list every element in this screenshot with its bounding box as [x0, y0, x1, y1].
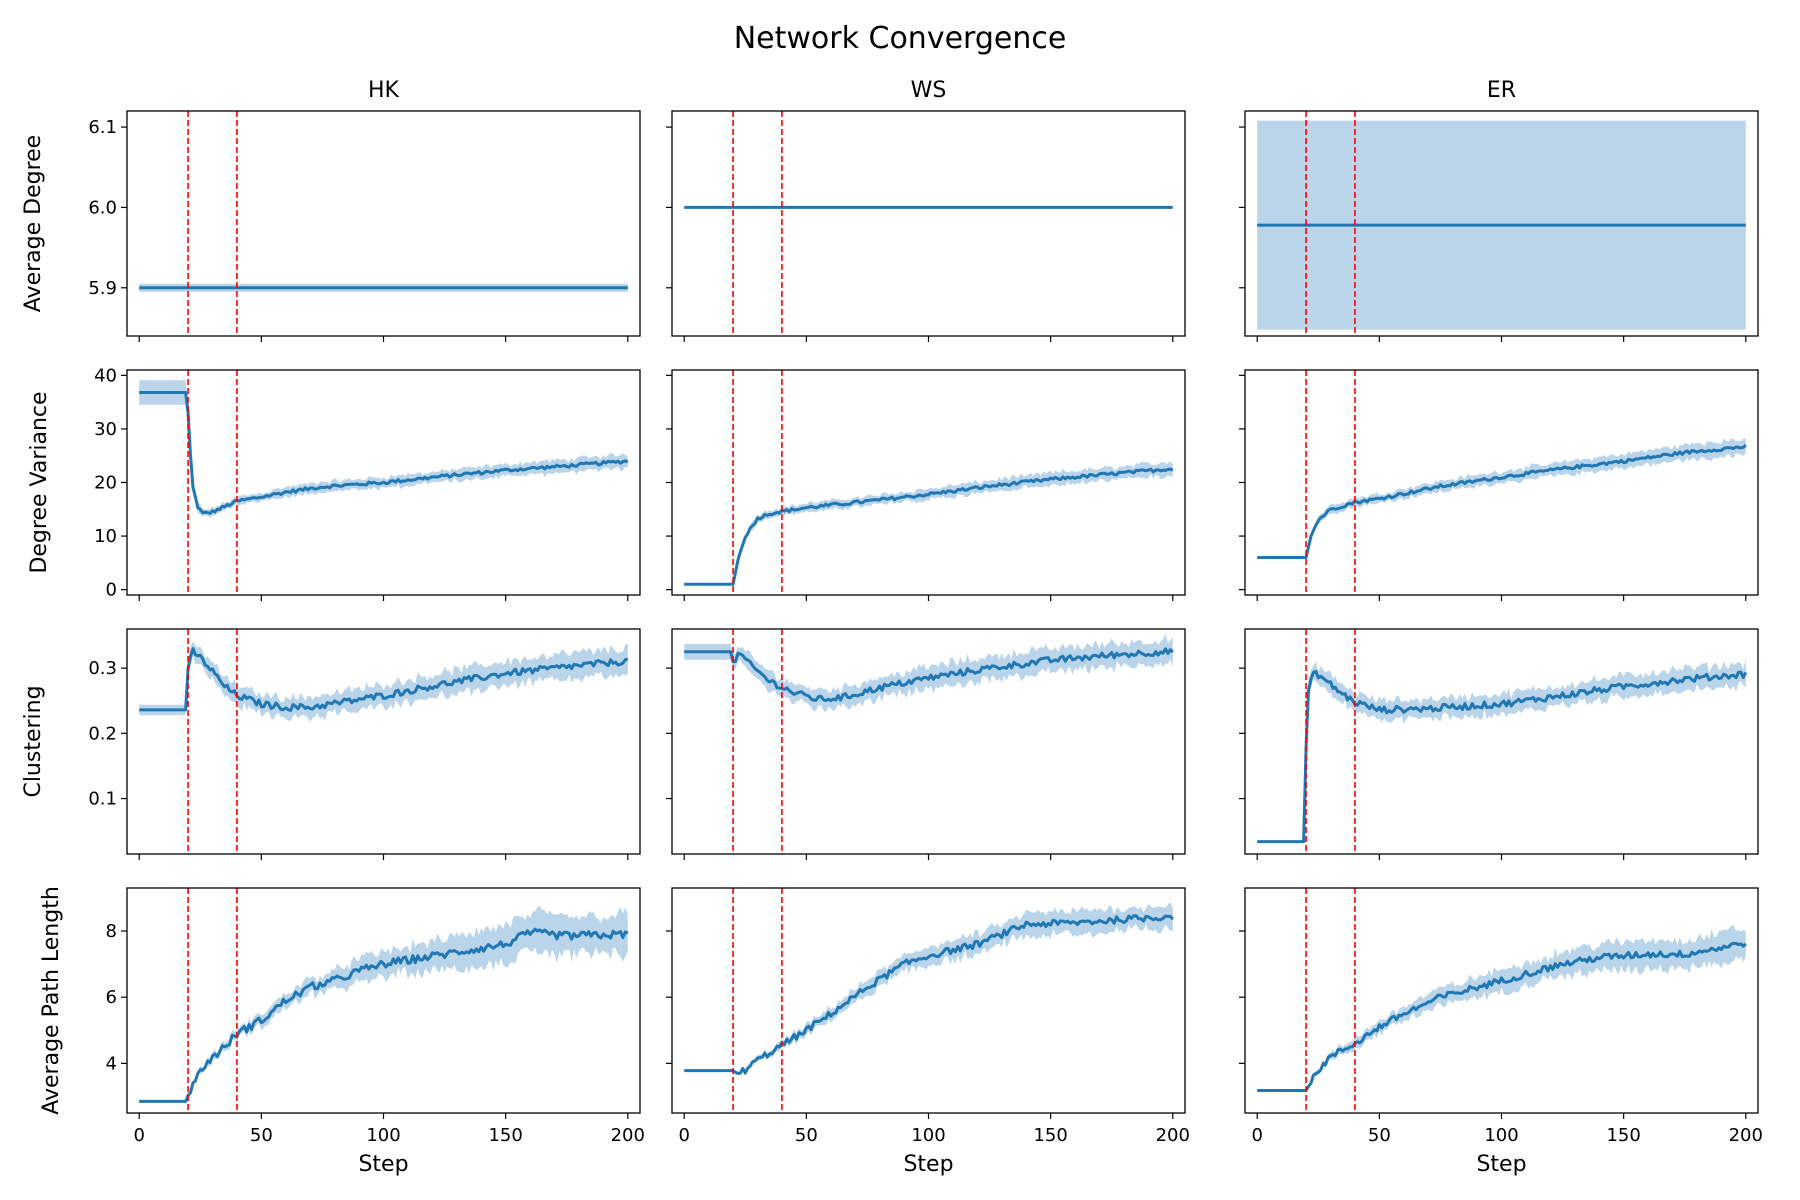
line-ws-clustering	[684, 647, 1174, 703]
panel-er-average-degree	[1239, 110, 1759, 342]
xlabel-hk: Step	[358, 1152, 408, 1177]
line-er-average-path-length	[1257, 941, 1747, 1092]
band-hk-clustering	[139, 641, 628, 722]
column-title-hk: HK	[368, 78, 400, 103]
xtick-label-er-average-path-length-2: 100	[1484, 1125, 1518, 1146]
line-hk-degree-variance	[139, 391, 629, 515]
frame-er-average-path-length	[1244, 887, 1759, 1114]
band-er-clustering	[1257, 658, 1746, 843]
line-hk-average-path-length	[139, 927, 629, 1103]
panel-ws-degree-variance	[666, 369, 1186, 601]
column-title-er: ER	[1487, 78, 1516, 103]
column-title-ws: WS	[911, 78, 947, 103]
panel-ws-clustering	[666, 628, 1186, 860]
panel-er-clustering	[1239, 628, 1759, 860]
ytick-label-hk-degree-variance-0: 0	[106, 580, 117, 601]
ytick-label-hk-clustering-0: 0.1	[88, 789, 117, 810]
ytick-label-hk-average-degree-0: 5.9	[88, 278, 117, 299]
xtick-label-hk-average-path-length-1: 50	[250, 1125, 273, 1146]
ylabel-degree-variance: Degree Variance	[27, 391, 52, 573]
panel-ws-average-path-length: 0 50 100 150 200	[666, 887, 1190, 1146]
frame-ws-degree-variance	[671, 369, 1186, 596]
line-hk-clustering	[139, 647, 629, 712]
xtick-label-ws-average-path-length-0: 0	[678, 1125, 689, 1146]
axis-labels: HK WS ER Average Degree Degree Variance Clust…	[21, 78, 1527, 1177]
xtick-label-hk-average-path-length-0: 0	[133, 1125, 144, 1146]
xtick-label-ws-average-path-length-3: 150	[1033, 1125, 1067, 1146]
xtick-label-ws-average-path-length-2: 100	[911, 1125, 945, 1146]
xtick-label-er-average-path-length-3: 150	[1606, 1125, 1640, 1146]
ytick-label-hk-average-path-length-1: 6	[106, 987, 117, 1008]
xlabel-ws: Step	[903, 1152, 953, 1177]
ytick-label-hk-clustering-2: 0.3	[88, 658, 117, 679]
panel-hk-clustering: 0.1 0.2 0.3	[88, 628, 641, 860]
xtick-label-hk-average-path-length-2: 100	[366, 1125, 400, 1146]
xtick-label-hk-average-path-length-4: 200	[611, 1125, 645, 1146]
panel-er-average-path-length: 0 50 100 150 200	[1239, 887, 1763, 1146]
xtick-label-hk-average-path-length-3: 150	[488, 1125, 522, 1146]
panel-hk-average-path-length: 4 6 8 0 50 100 150 200	[106, 887, 645, 1146]
line-ws-average-path-length	[684, 914, 1174, 1075]
ytick-label-hk-average-path-length-0: 4	[106, 1053, 117, 1074]
line-er-degree-variance	[1257, 444, 1747, 559]
figure-title: Network Convergence	[734, 21, 1067, 56]
xtick-label-er-average-path-length-1: 50	[1368, 1125, 1391, 1146]
frame-er-clustering	[1244, 628, 1759, 855]
panel-ws-average-degree	[666, 110, 1186, 342]
ytick-label-hk-average-degree-2: 6.1	[88, 117, 117, 138]
band-ws-degree-variance	[684, 461, 1173, 585]
band-er-degree-variance	[1257, 438, 1746, 559]
ytick-label-hk-clustering-1: 0.2	[88, 723, 117, 744]
ytick-label-hk-average-path-length-2: 8	[106, 921, 117, 942]
panel-hk-degree-variance: 0 10 20 30 40	[94, 365, 641, 601]
ytick-label-hk-degree-variance-3: 30	[94, 419, 117, 440]
ytick-label-hk-average-degree-1: 6.0	[88, 197, 117, 218]
band-ws-clustering	[684, 634, 1173, 713]
ylabel-average-path-length: Average Path Length	[39, 886, 64, 1115]
line-er-clustering	[1257, 669, 1748, 844]
panel-er-degree-variance	[1239, 369, 1759, 601]
xtick-label-er-average-path-length-4: 200	[1729, 1125, 1763, 1146]
subplot-grid: 5.9 6.0 6.1 0 10 20 30 40 0.1 0.2 0.3 4 6 8 0 50 100 150 2…	[88, 110, 1763, 1146]
ytick-label-hk-degree-variance-2: 20	[94, 473, 117, 494]
frame-hk-average-degree	[126, 110, 641, 337]
xtick-label-ws-average-path-length-1: 50	[795, 1125, 818, 1146]
xtick-label-er-average-path-length-0: 0	[1251, 1125, 1262, 1146]
band-hk-degree-variance	[139, 380, 628, 518]
ylabel-clustering: Clustering	[21, 685, 46, 797]
xlabel-er: Step	[1476, 1152, 1526, 1177]
ytick-label-hk-degree-variance-4: 40	[94, 365, 117, 386]
xtick-label-ws-average-path-length-4: 200	[1156, 1125, 1190, 1146]
line-ws-degree-variance	[684, 467, 1174, 586]
band-hk-average-path-length	[139, 905, 628, 1103]
ytick-label-hk-degree-variance-1: 10	[94, 526, 117, 547]
panel-hk-average-degree: 5.9 6.0 6.1	[88, 110, 641, 342]
band-ws-average-path-length	[684, 902, 1173, 1076]
frame-ws-average-degree	[671, 110, 1186, 337]
band-er-average-path-length	[1257, 925, 1746, 1092]
ylabel-average-degree: Average Degree	[21, 135, 46, 312]
